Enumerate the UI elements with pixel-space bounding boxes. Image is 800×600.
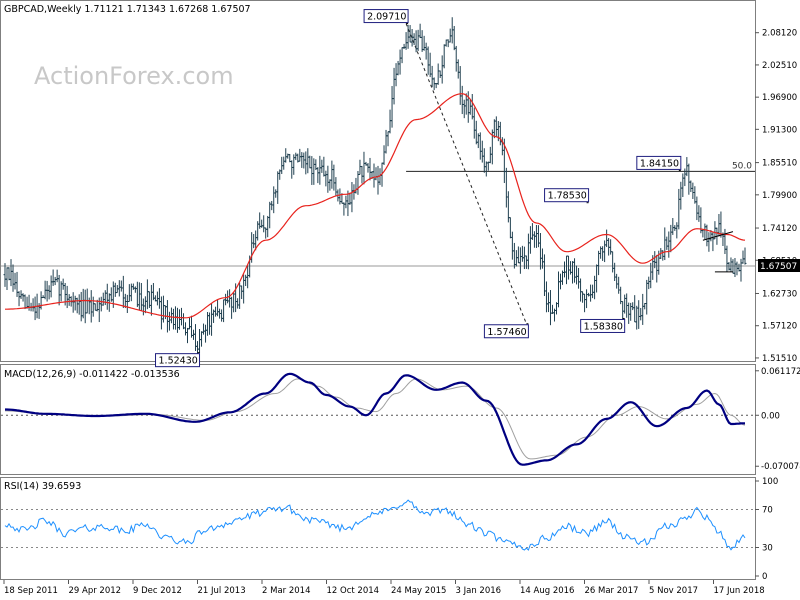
rsi-panel-frame: [0, 477, 756, 580]
watermark: ActionForex.com: [34, 62, 234, 90]
x-tick-label: 5 Nov 2017: [649, 586, 698, 596]
swing-level-label: 1.58380: [580, 317, 626, 333]
price-tick-label: 1.57120: [762, 322, 797, 332]
swing-level-labels: 1.52430 2.09710 1.57460 1.78530 1.58380 1.841…: [155, 9, 682, 368]
price-tick-label: 2.08120: [762, 29, 797, 39]
x-tick-label: 21 Jul 2013: [198, 586, 246, 596]
price-tick-label: 1.91300: [762, 125, 797, 135]
svg-text:1.58380: 1.58380: [584, 321, 623, 332]
swing-level-label: 1.57460: [483, 323, 529, 339]
triangle-line: [702, 231, 734, 241]
moving-average-line: [5, 93, 746, 319]
price-tick-label: 1.62730: [762, 289, 797, 299]
price-tick-label: 1.96900: [762, 93, 797, 103]
rsi-panel-title: RSI(14) 39.6593: [4, 481, 81, 492]
x-tick-label: 17 Jun 2018: [714, 586, 765, 596]
macd-line: [5, 372, 745, 466]
x-axis: 18 Sep 2011 29 Apr 2012 9 Dec 2012 21 Jul 2…: [3, 580, 765, 596]
rsi-tick-label: 0: [762, 572, 767, 582]
price-tick-label: 1.51510: [762, 354, 797, 364]
swing-level-label: 2.09710: [363, 9, 409, 25]
price-tick-label: 2.02510: [762, 61, 797, 71]
price-panel-title: GBPCAD,Weekly 1.71121 1.71343 1.67268 1.…: [4, 4, 251, 15]
triangle-pattern: [702, 231, 734, 273]
last-price-tag: 1.67507: [758, 259, 800, 272]
price-bar: [743, 247, 747, 265]
macd-panel-frame: [0, 364, 756, 475]
swing-level-label: 1.84150: [636, 155, 682, 171]
rsi-tick-label: 70: [762, 506, 773, 516]
svg-text:1.52430: 1.52430: [159, 356, 198, 367]
rsi-line: [4, 499, 746, 551]
x-tick-label: 3 Jan 2016: [456, 586, 502, 596]
price-y-axis: 2.08120 2.02510 1.96900 1.91300 1.85510 1.799…: [755, 29, 797, 364]
macd-panel-title: MACD(12,26,9) -0.011422 -0.013536: [4, 369, 180, 380]
last-price-tag-box: [758, 259, 800, 272]
x-tick-label: 12 Oct 2014: [327, 586, 380, 596]
swing-level-label: 1.78530: [544, 188, 590, 204]
macd-tick-label: 0.00: [761, 411, 780, 421]
svg-text:1.78530: 1.78530: [548, 191, 587, 202]
rsi-tick-label: 100: [762, 477, 778, 487]
svg-text:1.84150: 1.84150: [640, 158, 679, 169]
macd-y-axis: 0.061172 0.00 -0.070078: [755, 367, 800, 472]
price-tick-label: 1.85510: [762, 159, 797, 169]
svg-text:1.57460: 1.57460: [487, 327, 526, 338]
price-bars: [3, 17, 747, 355]
x-tick-label: 2 Mar 2014: [262, 586, 310, 596]
x-tick-label: 14 Aug 2016: [520, 586, 574, 596]
macd-tick-label: 0.061172: [761, 367, 800, 377]
fib-50-label: 50.0: [732, 161, 752, 171]
x-tick-label: 9 Dec 2012: [133, 586, 182, 596]
macd-tick-label: -0.070078: [761, 462, 800, 472]
price-tick-label: 1.79900: [762, 191, 797, 201]
svg-text:2.09710: 2.09710: [367, 12, 406, 23]
x-tick-label: 26 Mar 2017: [585, 586, 639, 596]
x-tick-label: 18 Sep 2011: [4, 586, 58, 596]
price-tick-label: 1.74120: [762, 224, 797, 234]
x-tick-label: 29 Apr 2012: [69, 586, 122, 596]
last-price-tag-text: 1.67507: [760, 262, 797, 272]
x-tick-label: 24 May 2015: [391, 586, 446, 596]
swing-level-label: 1.52430: [155, 352, 201, 368]
rsi-level-lines: [1, 509, 755, 548]
rsi-tick-label: 30: [762, 544, 773, 554]
rsi-y-axis: 100 70 30 0: [755, 477, 778, 582]
